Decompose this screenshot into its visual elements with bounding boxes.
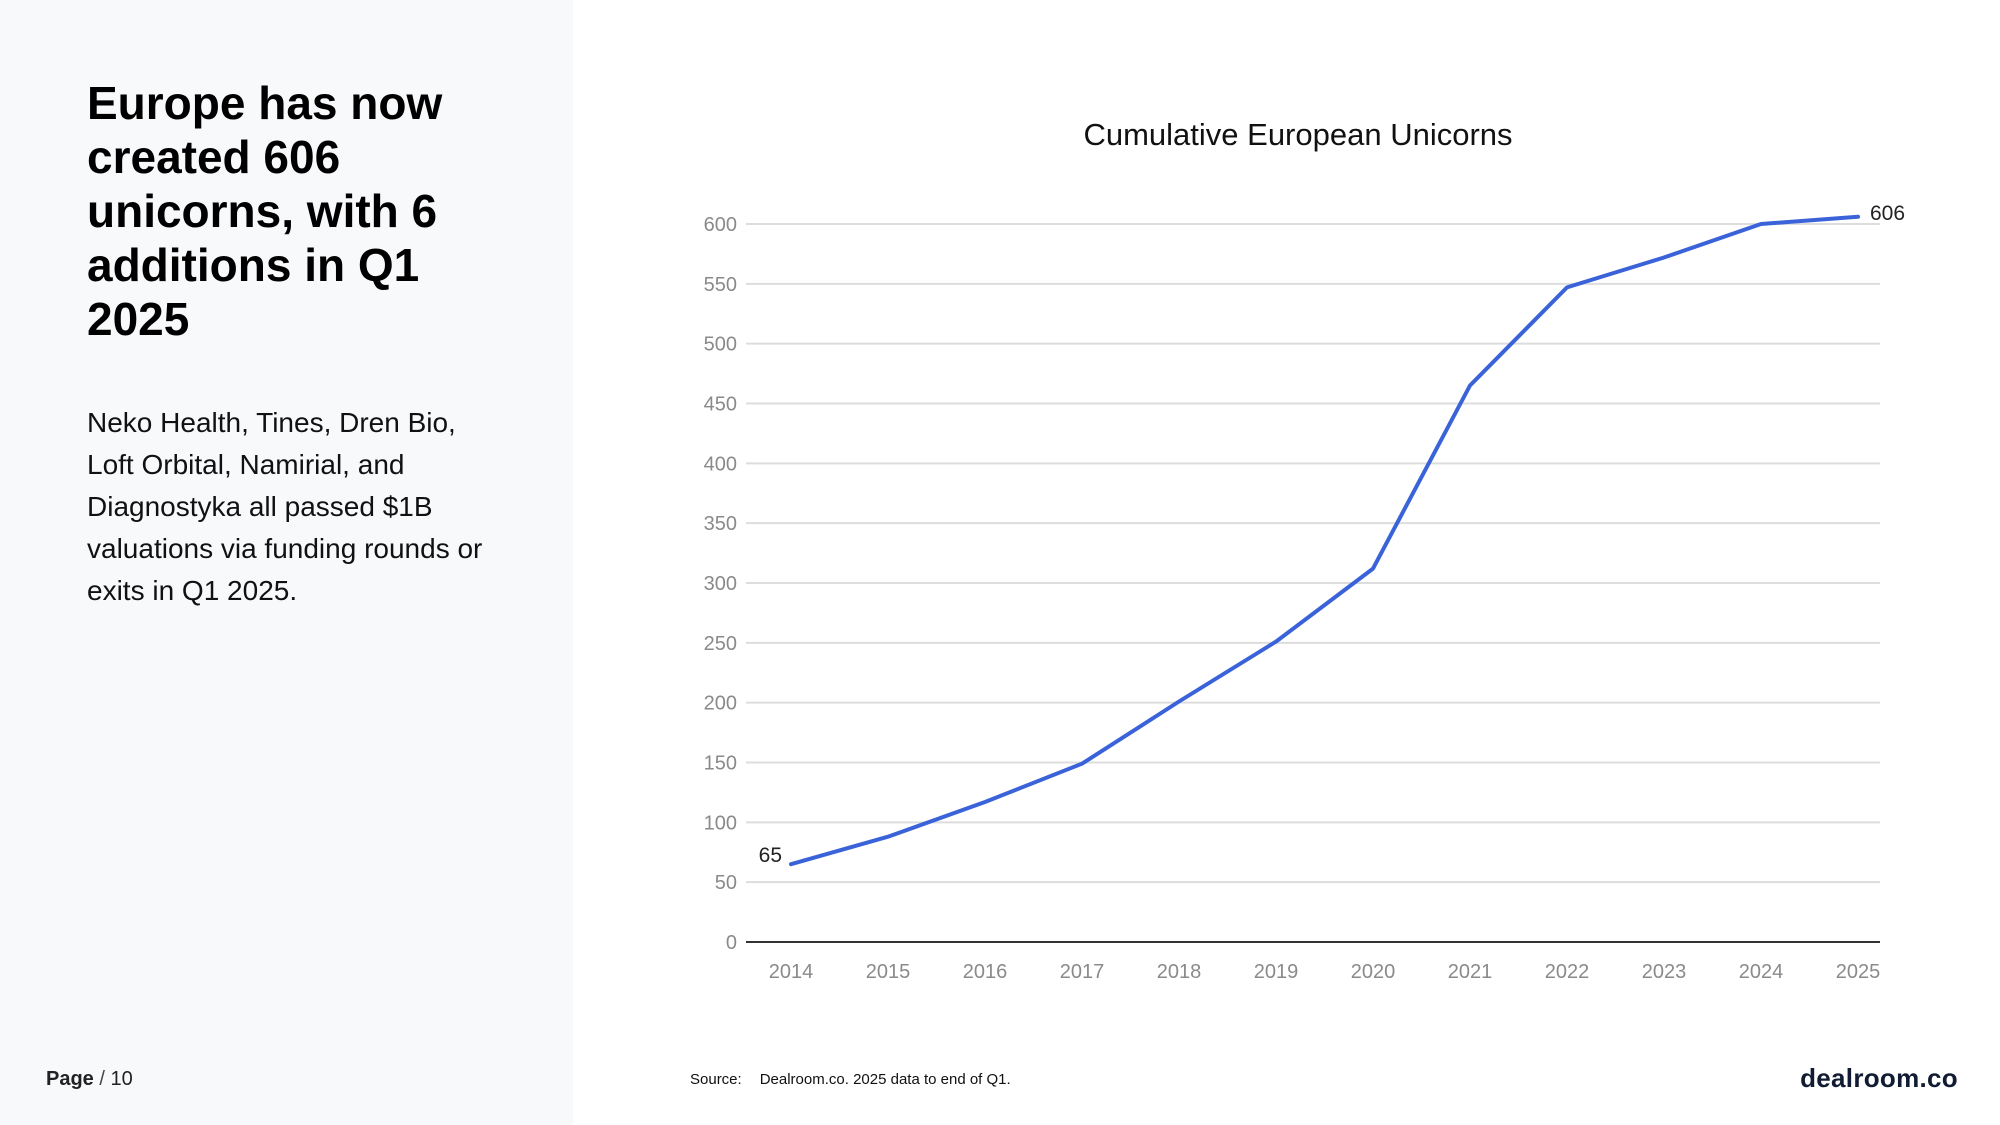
- x-tick-label-2023: 2023: [1642, 961, 1687, 983]
- x-tick-label-2022: 2022: [1545, 961, 1590, 983]
- y-tick-label-150: 150: [704, 753, 737, 775]
- x-tick-label-2015: 2015: [866, 961, 911, 983]
- x-tick-label-2014: 2014: [769, 961, 814, 983]
- y-tick-label-350: 350: [704, 513, 737, 535]
- data-label-2014: 65: [759, 844, 782, 867]
- y-tick-label-100: 100: [704, 812, 737, 834]
- source-label: Source:: [690, 1071, 742, 1088]
- y-tick-label-400: 400: [704, 453, 737, 475]
- source-note: Source: Dealroom.co. 2025 data to end of …: [690, 1071, 1011, 1088]
- body-text: Neko Health, Tines, Dren Bio, Loft Orbit…: [87, 407, 483, 606]
- dealroom-logo: dealroom.co: [1800, 1063, 1958, 1093]
- x-tick-label-2016: 2016: [963, 961, 1008, 983]
- page-number: Page / 10: [46, 1068, 133, 1091]
- headline: Europe has now created 606 unicorns, wit…: [87, 77, 443, 345]
- x-tick-label-2024: 2024: [1739, 961, 1784, 983]
- x-tick-label-2020: 2020: [1351, 961, 1396, 983]
- data-label-2025: 606: [1870, 202, 1905, 225]
- y-tick-label-200: 200: [704, 693, 737, 715]
- y-tick-label-50: 50: [715, 872, 737, 894]
- y-tick-label-450: 450: [704, 394, 737, 416]
- page-value: 10: [110, 1068, 133, 1090]
- y-tick-label-600: 600: [704, 214, 737, 236]
- page-label: Page: [46, 1068, 94, 1090]
- chart-title: Cumulative European Unicorns: [1083, 117, 1513, 152]
- x-tick-label-2019: 2019: [1254, 961, 1299, 983]
- page-separator: /: [99, 1068, 105, 1090]
- y-tick-label-500: 500: [704, 334, 737, 356]
- x-tick-label-2025: 2025: [1836, 961, 1881, 983]
- y-tick-label-0: 0: [726, 932, 737, 954]
- x-tick-label-2018: 2018: [1157, 961, 1202, 983]
- left-panel: Europe has now created 606 unicorns, wit…: [0, 0, 573, 1125]
- x-tick-label-2021: 2021: [1448, 961, 1493, 983]
- source-text: Dealroom.co. 2025 data to end of Q1.: [759, 1071, 1011, 1088]
- y-tick-label-250: 250: [704, 633, 737, 655]
- y-tick-label-550: 550: [704, 274, 737, 296]
- series-line-0: [789, 214, 1860, 867]
- x-tick-label-2017: 2017: [1060, 961, 1105, 983]
- y-tick-label-300: 300: [704, 573, 737, 595]
